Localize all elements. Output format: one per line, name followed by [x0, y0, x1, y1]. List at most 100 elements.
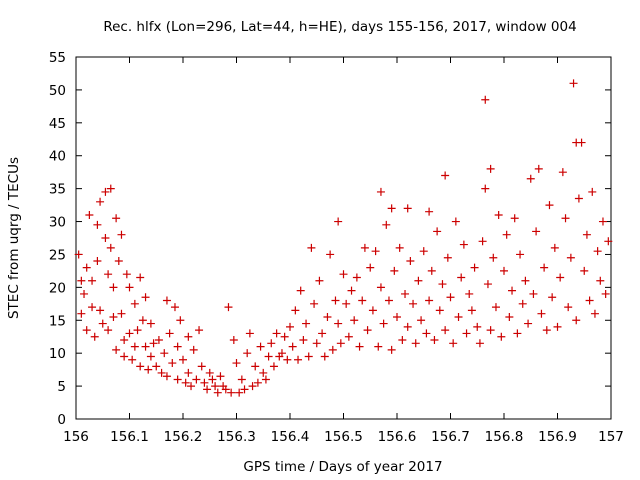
data-point — [454, 312, 463, 321]
data-point — [481, 95, 490, 104]
data-point — [355, 342, 364, 351]
data-point — [96, 306, 105, 315]
data-point — [422, 329, 431, 338]
y-tick-label: 25 — [49, 247, 66, 263]
data-point — [320, 352, 329, 361]
y-axis-label: STEC from uqrg / TECUs — [6, 157, 22, 319]
data-point — [104, 270, 113, 279]
data-point — [304, 352, 313, 361]
data-point — [596, 276, 605, 285]
data-point — [441, 326, 450, 335]
data-point — [558, 168, 567, 177]
x-tick-label: 157 — [598, 429, 624, 445]
data-point — [77, 276, 86, 285]
data-point — [593, 247, 602, 256]
x-tick-label: 156.5 — [324, 429, 363, 445]
data-points — [74, 79, 613, 397]
data-point — [211, 382, 220, 391]
data-point — [374, 342, 383, 351]
data-point — [77, 309, 86, 318]
data-point — [585, 296, 594, 305]
x-axis-label: GPS time / Days of year 2017 — [243, 459, 442, 475]
data-point — [532, 227, 541, 236]
data-point — [88, 276, 97, 285]
data-point — [323, 312, 332, 321]
data-point — [133, 326, 142, 335]
data-point — [352, 273, 361, 282]
data-point — [104, 326, 113, 335]
data-point — [494, 210, 503, 219]
data-point — [502, 230, 511, 239]
data-point — [550, 243, 559, 252]
data-point — [106, 243, 115, 252]
data-point — [481, 184, 490, 193]
data-point — [232, 359, 241, 368]
data-point — [227, 388, 236, 397]
data-point — [350, 316, 359, 325]
data-point — [165, 329, 174, 338]
data-point — [462, 329, 471, 338]
data-point — [478, 237, 487, 246]
data-point — [508, 286, 517, 295]
x-tick-label: 156.3 — [217, 429, 256, 445]
data-point — [425, 296, 434, 305]
data-point — [213, 388, 222, 397]
data-point — [427, 266, 436, 275]
data-point — [315, 276, 324, 285]
y-tick-label: 40 — [49, 149, 66, 165]
data-point — [173, 342, 182, 351]
data-point — [417, 316, 426, 325]
data-point — [577, 138, 586, 147]
data-point — [117, 309, 126, 318]
y-tick-label: 45 — [49, 116, 66, 132]
data-point — [368, 306, 377, 315]
data-point — [545, 201, 554, 210]
x-tick-label: 156.9 — [538, 429, 577, 445]
y-tick-label: 55 — [49, 50, 66, 66]
data-point — [189, 345, 198, 354]
data-point — [125, 283, 134, 292]
data-point — [125, 329, 134, 338]
data-point — [451, 217, 460, 226]
data-point — [112, 345, 121, 354]
data-point — [569, 79, 578, 88]
data-point — [425, 207, 434, 216]
data-point — [181, 378, 190, 387]
data-point — [93, 257, 102, 266]
data-point — [203, 385, 212, 394]
data-point — [109, 283, 118, 292]
data-point — [82, 263, 91, 272]
data-point — [109, 312, 118, 321]
data-point — [486, 326, 495, 335]
data-point — [122, 270, 131, 279]
data-point — [342, 299, 351, 308]
data-point — [237, 375, 246, 384]
data-point — [572, 316, 581, 325]
data-point — [526, 174, 535, 183]
x-tick-label: 156 — [63, 429, 89, 445]
data-point — [491, 303, 500, 312]
y-tick-label: 10 — [49, 346, 66, 362]
data-point — [229, 336, 238, 345]
data-point — [406, 257, 415, 266]
data-point — [344, 332, 353, 341]
data-point — [387, 204, 396, 213]
data-point — [500, 266, 508, 275]
data-point — [173, 375, 182, 384]
data-point — [85, 210, 94, 219]
data-point — [395, 243, 404, 252]
x-tick-label: 156.4 — [271, 429, 310, 445]
x-tick-label: 156.1 — [110, 429, 149, 445]
data-point — [564, 303, 573, 312]
data-point — [403, 204, 412, 213]
data-point — [376, 187, 385, 196]
data-point — [312, 339, 321, 348]
data-point — [277, 349, 286, 358]
data-point — [604, 237, 613, 246]
data-point — [347, 286, 356, 295]
data-point — [302, 319, 311, 328]
data-point — [331, 296, 340, 305]
y-tick-label: 15 — [49, 313, 66, 329]
data-point — [390, 266, 399, 275]
x-axis-ticks: 156 156.1 156.2 156.3 156.4 156.5 156.6 156.7 15… — [63, 57, 624, 445]
